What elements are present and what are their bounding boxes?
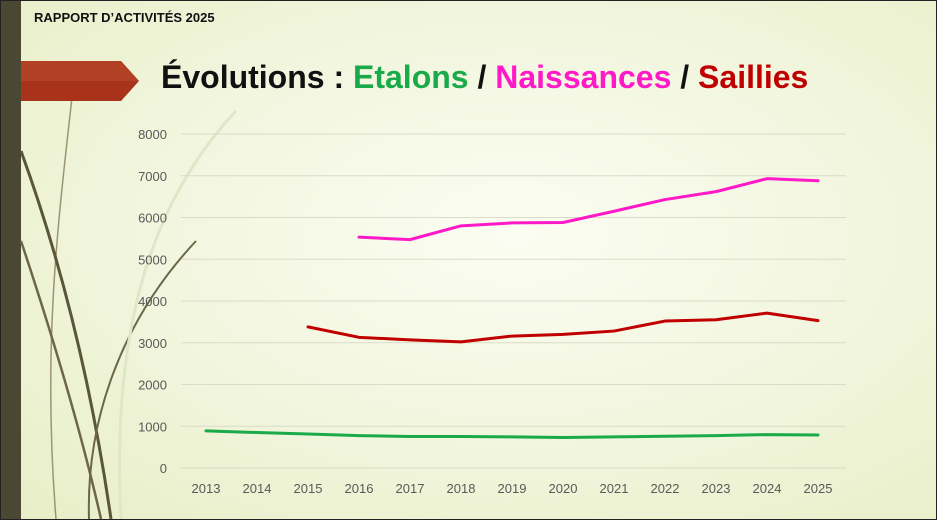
x-tick-label: 2025 xyxy=(804,481,833,496)
x-tick-label: 2014 xyxy=(243,481,272,496)
y-tick-label: 8000 xyxy=(138,127,167,142)
series-line-etalons xyxy=(204,429,820,440)
x-tick-label: 2016 xyxy=(345,481,374,496)
x-tick-label: 2023 xyxy=(702,481,731,496)
x-tick-label: 2017 xyxy=(396,481,425,496)
x-tick-label: 2015 xyxy=(294,481,323,496)
x-tick-label: 2022 xyxy=(651,481,680,496)
series-line-naissances xyxy=(357,177,820,242)
series-line-saillies xyxy=(306,311,820,344)
x-tick-label: 2019 xyxy=(498,481,527,496)
y-tick-label: 2000 xyxy=(138,378,167,393)
x-tick-label: 2020 xyxy=(549,481,578,496)
title-etalons: Etalons xyxy=(353,59,469,95)
x-tick-label: 2024 xyxy=(753,481,782,496)
x-tick-label: 2013 xyxy=(192,481,221,496)
y-tick-label: 3000 xyxy=(138,336,167,351)
slide-title: Évolutions : Etalons / Naissances / Sail… xyxy=(161,59,808,96)
decorative-curves xyxy=(19,60,238,519)
title-separator: / xyxy=(671,59,699,95)
y-tick-label: 6000 xyxy=(138,211,167,226)
y-tick-label: 1000 xyxy=(138,419,167,434)
y-tick-label: 4000 xyxy=(138,294,167,309)
title-prefix: Évolutions : xyxy=(161,59,353,95)
left-decor-bar xyxy=(1,1,21,519)
x-tick-label: 2018 xyxy=(447,481,476,496)
title-saillies: Saillies xyxy=(698,59,809,95)
x-tick-label: 2021 xyxy=(600,481,629,496)
title-naissances: Naissances xyxy=(495,59,672,95)
y-tick-label: 5000 xyxy=(138,252,167,267)
report-label: RAPPORT D’ACTIVITÉS 2025 xyxy=(34,10,215,25)
y-tick-label: 0 xyxy=(160,461,167,476)
y-tick-label: 7000 xyxy=(138,169,167,184)
title-separator: / xyxy=(468,59,496,95)
arrow-shape-icon xyxy=(21,61,139,101)
